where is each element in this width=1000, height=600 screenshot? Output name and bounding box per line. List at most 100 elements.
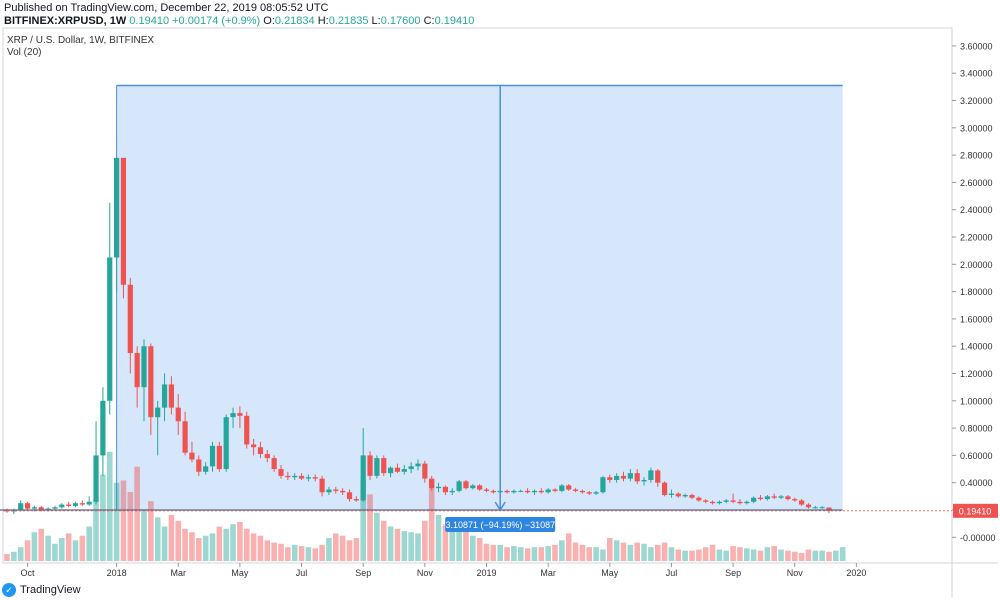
volume-bar xyxy=(120,480,127,561)
symbol-label: BITFINEX:XRPUSD, 1W xyxy=(4,15,127,27)
price-tick-label: -0.00000 xyxy=(960,533,996,543)
candle-body xyxy=(394,467,401,472)
volume-bar xyxy=(504,547,510,561)
candle-body xyxy=(230,413,236,418)
candle-body xyxy=(730,500,736,502)
candle-body xyxy=(340,490,346,493)
candle-body xyxy=(442,486,448,493)
volume-bar xyxy=(326,538,332,561)
candle-body xyxy=(634,473,640,482)
volume-bar xyxy=(833,550,839,561)
candle-body xyxy=(353,499,359,501)
volume-bar xyxy=(367,494,373,561)
volume-bar xyxy=(319,544,325,561)
candle-body xyxy=(483,489,490,491)
volume-bar xyxy=(175,520,182,561)
candle-body xyxy=(298,475,305,479)
measure-zone xyxy=(116,85,843,511)
volume-bar xyxy=(374,512,380,561)
volume-bar xyxy=(517,547,524,561)
candle-body xyxy=(196,459,202,472)
volume-bar xyxy=(387,526,394,561)
candle-body xyxy=(675,493,681,497)
candle-body xyxy=(586,492,592,494)
candle-body xyxy=(456,481,462,491)
price-tick-label: 1.20000 xyxy=(960,369,993,379)
time-tick-label: 2020 xyxy=(846,568,866,578)
candle-body xyxy=(723,500,729,502)
time-tick-label: May xyxy=(601,568,619,578)
candle-body xyxy=(175,407,181,422)
volume-bar xyxy=(415,533,421,561)
volume-bar xyxy=(4,554,10,561)
candle-body xyxy=(161,384,168,408)
volume-bar xyxy=(620,542,627,561)
volume-bar xyxy=(100,474,106,561)
volume-bar xyxy=(38,528,45,561)
volume-bar xyxy=(607,538,613,561)
volume-bar xyxy=(579,544,586,561)
volume-bar xyxy=(689,550,695,561)
brand-label: TradingView xyxy=(20,584,81,596)
volume-bar xyxy=(230,524,236,561)
volume-bar xyxy=(757,550,764,561)
candle-body xyxy=(11,510,17,512)
candle-body xyxy=(470,485,476,489)
candle-body xyxy=(114,157,120,258)
volume-bar xyxy=(668,547,675,561)
candle-body xyxy=(148,346,154,418)
candle-body xyxy=(38,507,44,510)
candle-body xyxy=(79,503,85,505)
candle-body xyxy=(607,477,613,480)
volume-bar xyxy=(470,535,476,561)
candle-body xyxy=(168,384,174,408)
volume-bar xyxy=(737,547,743,561)
close-label: C: xyxy=(423,15,435,27)
volume-bar xyxy=(490,544,497,561)
volume-bar xyxy=(654,544,661,561)
candle-body xyxy=(31,507,37,509)
candle-body xyxy=(579,490,585,493)
volume-bar xyxy=(168,515,175,561)
candle-body xyxy=(531,490,538,493)
candle-body xyxy=(18,503,24,510)
candle-body xyxy=(572,489,579,491)
volume-bar xyxy=(380,520,387,561)
candle-body xyxy=(751,497,757,502)
price-tick-label: 0.60000 xyxy=(960,451,993,461)
candle-body xyxy=(360,455,366,501)
volume-bar xyxy=(237,521,243,561)
time-tick-label: Mar xyxy=(171,568,187,578)
volume-bar xyxy=(572,542,579,561)
candle-body xyxy=(511,490,517,493)
candle-body xyxy=(709,501,716,504)
price-tick-label: 1.80000 xyxy=(960,287,993,297)
candle-body xyxy=(100,400,106,456)
volume-bar xyxy=(839,547,846,561)
close-value: 0.19410 xyxy=(434,15,475,27)
volume-bar xyxy=(511,546,517,561)
candle-body xyxy=(764,496,770,500)
volume-bar xyxy=(524,548,531,561)
volume-bar xyxy=(428,480,435,561)
candle-body xyxy=(251,444,257,448)
volume-bar xyxy=(223,528,229,561)
volume-bar xyxy=(586,547,593,561)
candle-body xyxy=(59,504,65,508)
candle-body xyxy=(333,489,339,491)
volume-bar xyxy=(278,543,284,561)
volume-bar xyxy=(31,532,38,561)
volume-bar xyxy=(134,466,140,561)
candle-body xyxy=(120,157,127,285)
volume-bar xyxy=(298,546,305,561)
volume-bar xyxy=(209,533,216,561)
time-tick-label: Sep xyxy=(355,568,371,578)
candle-body xyxy=(504,490,510,493)
tradingview-logo-icon: ✓ xyxy=(2,583,16,597)
price-tick-label: 2.00000 xyxy=(960,260,993,270)
price-tick-label: 2.20000 xyxy=(960,233,993,243)
price-tick-label: 3.00000 xyxy=(960,123,993,133)
candle-body xyxy=(367,455,373,476)
candle-body xyxy=(812,507,818,509)
